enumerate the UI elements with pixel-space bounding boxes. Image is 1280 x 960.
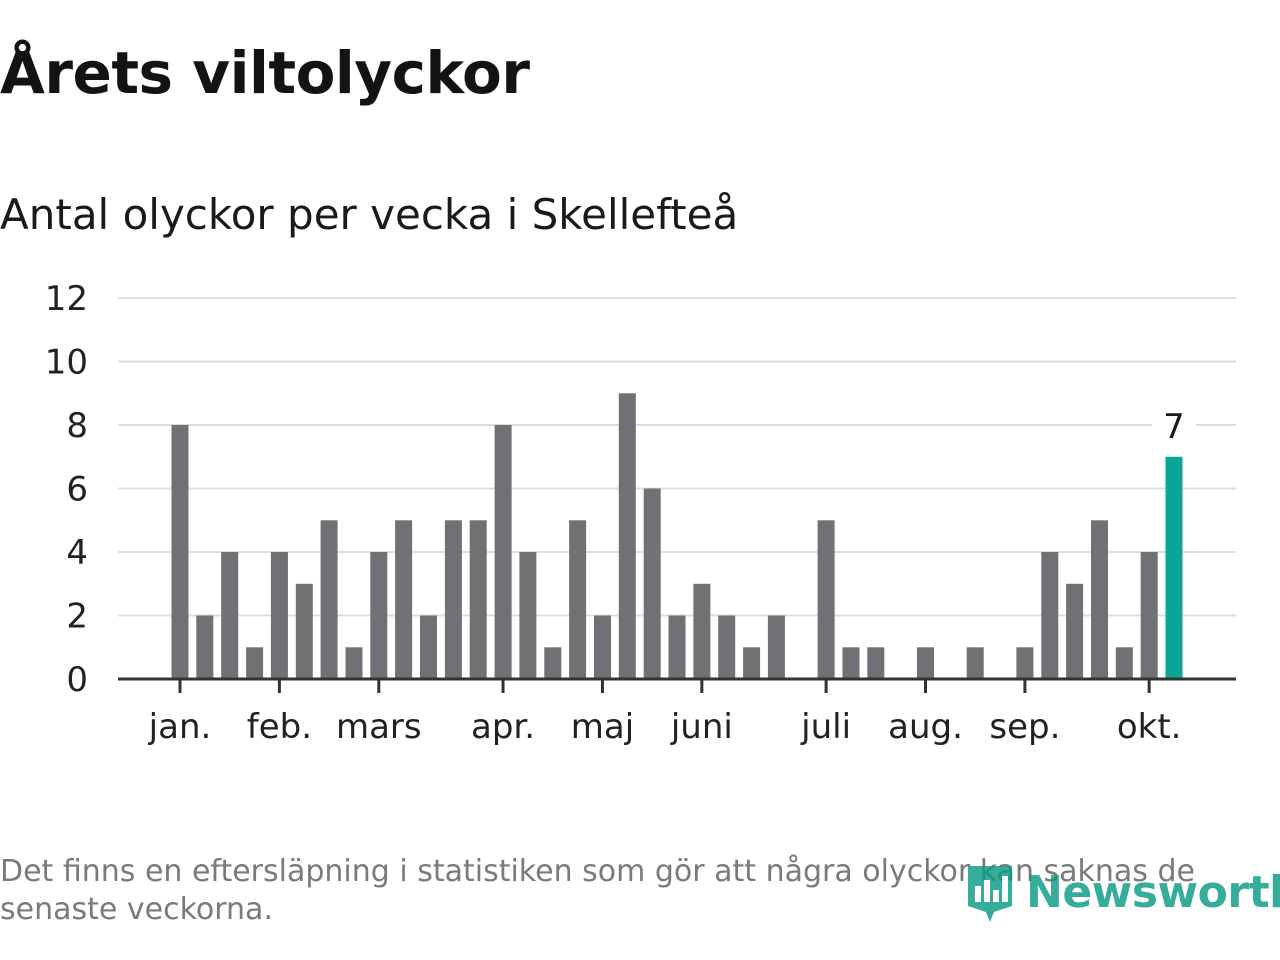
bar: [544, 647, 562, 680]
bar: [767, 615, 785, 679]
bar: [668, 615, 686, 679]
x-tick-label: aug.: [888, 707, 963, 747]
x-tick-label: sep.: [989, 707, 1060, 747]
y-tick-label: 0: [66, 660, 88, 700]
newsworthy-logo: Newsworthy: [964, 860, 1280, 924]
bar: [1016, 647, 1034, 680]
bar: [1041, 552, 1059, 679]
bar: [320, 520, 338, 680]
bar: [1066, 583, 1084, 680]
bar: [743, 647, 761, 680]
bar: [370, 552, 388, 679]
bar: [444, 520, 462, 680]
bar: [643, 488, 661, 679]
bar: [246, 647, 264, 680]
bar: [842, 647, 860, 680]
bar: [196, 615, 214, 679]
y-tick-label: 8: [66, 406, 88, 446]
bar: [420, 615, 437, 679]
bar: [469, 520, 487, 680]
bar: [270, 552, 288, 679]
x-tick-label: juni: [670, 707, 733, 747]
bar: [1091, 520, 1108, 680]
bar: [594, 615, 611, 679]
data-label: 7: [1163, 407, 1185, 447]
bar: [519, 552, 537, 679]
bar: [221, 552, 239, 679]
x-tick-label: juli: [800, 707, 851, 747]
bar: [569, 520, 587, 680]
bar: [395, 520, 413, 680]
bar: [171, 425, 189, 679]
bar: [494, 425, 512, 679]
bar: [693, 583, 711, 680]
y-tick-label: 2: [66, 597, 88, 637]
y-tick-label: 12: [45, 279, 88, 319]
chart-subtitle: Antal olyckor per vecka i Skellefteå: [0, 190, 739, 239]
page-title: Årets viltolyckor: [0, 39, 530, 107]
bar-chart: 0 2 4 6 8 10 12 7 jan. feb. mars apr. maj juni juli aug…: [45, 279, 1236, 747]
x-tick-label: okt.: [1117, 707, 1182, 747]
bar: [718, 615, 736, 679]
bar-highlight: [1165, 456, 1183, 680]
bar: [817, 520, 835, 680]
y-tick-label: 10: [45, 343, 88, 383]
y-tick-label: 6: [66, 470, 88, 510]
newsworthy-logo-icon: [968, 866, 1012, 922]
bar: [1115, 647, 1133, 680]
bar: [966, 647, 984, 680]
x-tick-label: apr.: [471, 707, 535, 747]
bar: [917, 647, 934, 680]
bar: [1140, 552, 1158, 679]
y-tick-label: 4: [66, 533, 88, 573]
data-label-background: [1152, 406, 1196, 443]
x-tick-label: maj: [571, 707, 634, 747]
newsworthy-logo-text: Newsworthy: [1026, 866, 1280, 918]
bar: [867, 647, 885, 680]
bar: [618, 393, 636, 680]
bar: [345, 647, 363, 680]
x-tick-label: feb.: [247, 707, 312, 747]
x-tick-label: mars: [336, 707, 422, 747]
x-tick-label: jan.: [148, 707, 212, 747]
bar: [295, 583, 313, 680]
